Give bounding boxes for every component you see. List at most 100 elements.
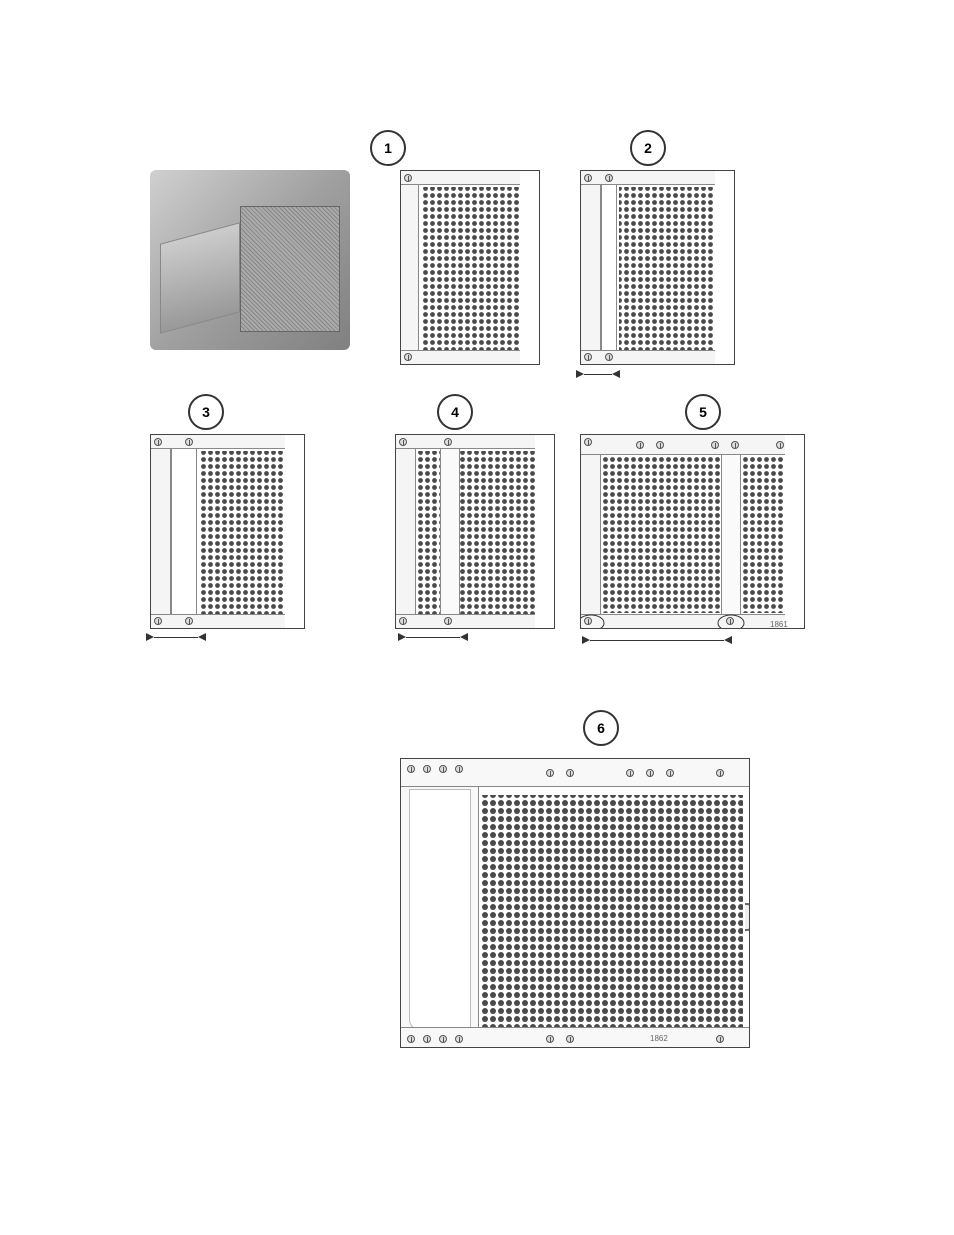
page-container: 1 2 [0, 0, 954, 1235]
handle-icon [745, 903, 750, 931]
dim-line [590, 640, 724, 641]
screw-icon [636, 441, 644, 449]
dimension-arrow-2 [576, 370, 620, 378]
arrow-right-icon [398, 633, 406, 641]
step-circle-5: 5 [685, 394, 721, 430]
panel-step-6 [400, 758, 750, 1048]
frame-bottom-4 [396, 614, 554, 628]
cover-strip-5 [721, 449, 741, 614]
frame-top-3 [151, 435, 304, 449]
arrow-left-icon [612, 370, 620, 378]
break-edge [520, 171, 540, 365]
arrow-left-icon [198, 633, 206, 641]
screw-icon [716, 1035, 724, 1043]
arrow-right-icon [576, 370, 584, 378]
mesh-pattern-5 [581, 435, 805, 629]
step-number-3: 3 [202, 404, 210, 420]
frame-top-2 [581, 171, 734, 185]
panel-step-4 [395, 434, 555, 629]
step-number-4: 4 [451, 404, 459, 420]
big-frame-top [401, 759, 749, 787]
screw-icon [716, 769, 724, 777]
screw-icon [439, 1035, 447, 1043]
figure-id-2: 1862 [650, 1034, 668, 1043]
screw-icon [666, 769, 674, 777]
panel-step-2 [580, 170, 735, 365]
big-frame-bottom [401, 1027, 749, 1047]
frame-left-5 [581, 435, 601, 628]
dimension-arrow-5 [582, 636, 732, 644]
frame-left-4 [396, 435, 416, 628]
screw-icon [546, 1035, 554, 1043]
screw-icon [776, 441, 784, 449]
arrow-left-icon [460, 633, 468, 641]
screw-icon [566, 769, 574, 777]
step-circle-1: 1 [370, 130, 406, 166]
dim-line [154, 637, 198, 638]
big-frame-left [401, 759, 479, 1047]
break-edge [715, 171, 735, 365]
dim-line [406, 637, 460, 638]
step-circle-6: 6 [583, 710, 619, 746]
dimension-arrow-4 [398, 633, 468, 641]
break-edge [535, 435, 555, 629]
screw-icon [584, 353, 592, 361]
chassis-side-mesh [240, 206, 340, 332]
screw-icon [584, 438, 592, 446]
screw-icon [731, 441, 739, 449]
screw-icon [399, 617, 407, 625]
screw-icon [404, 174, 412, 182]
break-edge [285, 435, 305, 629]
frame-top-1 [401, 171, 539, 185]
step-circle-4: 4 [437, 394, 473, 430]
panel-step-1 [400, 170, 540, 365]
inner-cutout [409, 789, 471, 1031]
screw-icon [399, 438, 407, 446]
screw-icon [455, 1035, 463, 1043]
panel-step-3 [150, 434, 305, 629]
frame-bottom-1 [401, 350, 539, 364]
step-circle-3: 3 [188, 394, 224, 430]
screw-icon [407, 765, 415, 773]
step-number-6: 6 [597, 720, 605, 736]
mesh-pattern-4 [396, 435, 555, 629]
screw-icon [605, 174, 613, 182]
frame-top-5 [581, 435, 804, 455]
cover-strip-4 [440, 449, 460, 614]
panel-step-5 [580, 434, 805, 629]
screw-icon [566, 1035, 574, 1043]
arrow-right-icon [146, 633, 154, 641]
step-number-5: 5 [699, 404, 707, 420]
screw-icon [404, 353, 412, 361]
screw-icon [444, 438, 452, 446]
screw-icon [185, 438, 193, 446]
dimension-arrow-3 [146, 633, 206, 641]
screw-icon [646, 769, 654, 777]
chassis-front-face [160, 222, 240, 333]
screw-icon [185, 617, 193, 625]
step-number-1: 1 [384, 140, 392, 156]
screw-icon [546, 769, 554, 777]
screw-icon [407, 1035, 415, 1043]
frame-top-4 [396, 435, 554, 449]
screw-icon [656, 441, 664, 449]
arrow-left-icon [724, 636, 732, 644]
dim-line [584, 374, 612, 375]
highlight-ellipse-right [716, 613, 746, 629]
screw-icon [423, 765, 431, 773]
chassis-iso [150, 170, 350, 350]
screw-icon [423, 1035, 431, 1043]
cover-strip-2 [601, 185, 617, 350]
screw-icon [711, 441, 719, 449]
cover-strip-3 [171, 449, 197, 614]
screw-icon [444, 617, 452, 625]
step-circle-2: 2 [630, 130, 666, 166]
figure-id-1: 1861 [770, 620, 788, 629]
frame-left-2 [581, 171, 601, 364]
screw-icon [584, 174, 592, 182]
screw-icon [439, 765, 447, 773]
screw-icon [154, 617, 162, 625]
arrow-right-icon [582, 636, 590, 644]
frame-bottom-2 [581, 350, 734, 364]
break-edge [785, 435, 805, 629]
